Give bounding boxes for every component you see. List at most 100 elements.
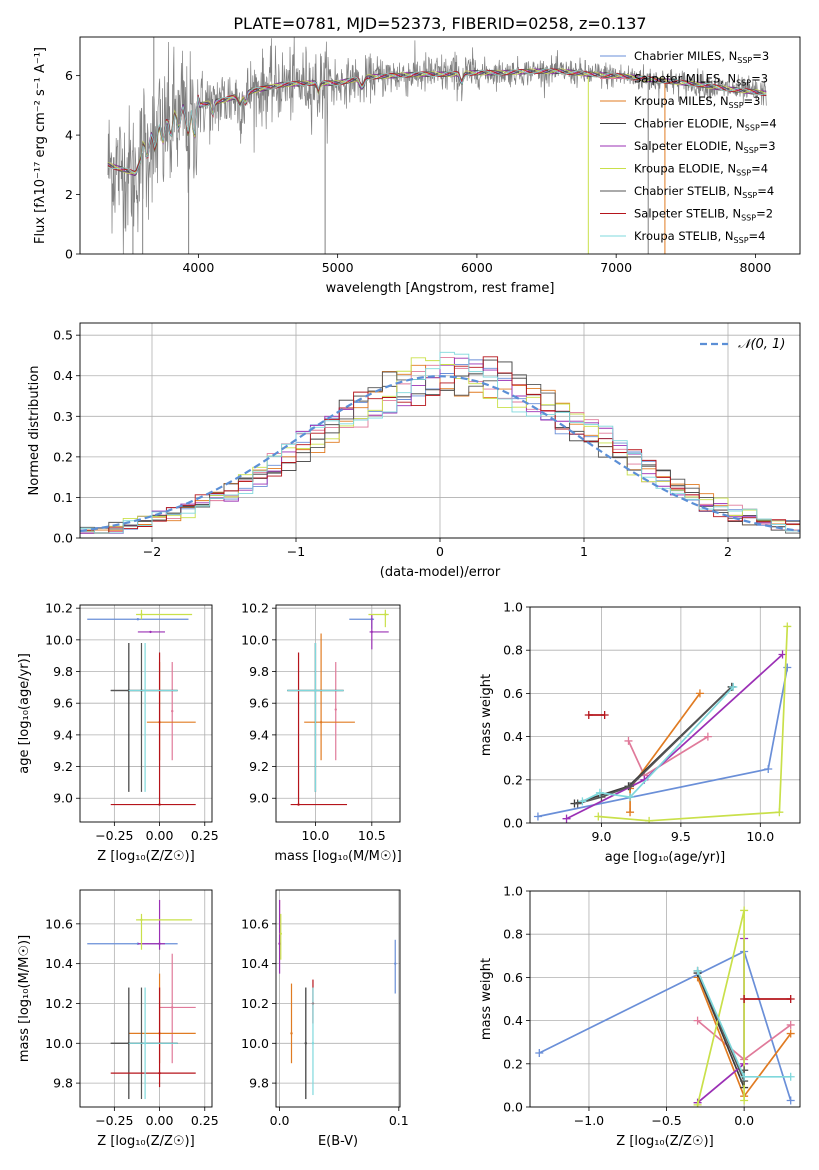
point-kroupa-elodie (140, 613, 143, 616)
x-axis-label: Z [log₁₀(Z/Z☉)] (97, 1134, 194, 1149)
legend-label-kroupa-stelib: Kroupa STELIB, NSSP=4 (634, 229, 765, 245)
marker-kroupa-elodie (740, 906, 749, 915)
marker-salpeter-stelib (740, 995, 749, 1003)
marker-kroupa-stelib (578, 797, 587, 806)
marker-kroupa-elodie (740, 1096, 749, 1105)
y-tick-label: 0.4 (503, 1013, 523, 1028)
y-tick-label: 0.5 (53, 328, 73, 343)
axes-frame (79, 36, 801, 255)
marker-kroupa-miles (626, 808, 635, 817)
y-tick-label: 1.0 (503, 600, 523, 615)
point-salpeter-elodie (370, 630, 374, 634)
x-tick-label: 8000 (740, 260, 772, 275)
x-tick-label: 1 (580, 544, 588, 559)
panel-massweight_vs_Z: −1.0 −0.5 0.0 0.0 0.2 0.4 0.6 0.8 1.0 Z [log₁₀(Z/… (479, 884, 801, 1149)
legend-label-salpeter-elodie: Salpeter ELODIE, NSSP=3 (634, 139, 776, 155)
y-axis-label: Flux [fλ10⁻¹⁷ erg cm⁻² s⁻¹ A⁻¹] (33, 47, 48, 244)
marker-kroupa-elodie (645, 816, 654, 823)
axes-frame (79, 889, 213, 1108)
plot-area (278, 899, 397, 1100)
plot-area (533, 622, 792, 823)
series-line-chabrier-stelib (577, 686, 733, 805)
y-tick-label: 9.4 (249, 727, 269, 742)
x-tick-label: 10.0 (302, 828, 330, 843)
point-chabrier-stelib (304, 1042, 308, 1045)
y-tick-label: 1.0 (503, 884, 523, 899)
point-salpeter-stelib (158, 1071, 161, 1075)
y-tick-label: 10.2 (241, 601, 269, 616)
point-salpeter-miles (171, 709, 174, 713)
marker-kroupa-stelib (740, 1072, 749, 1081)
y-tick-label: 0.4 (503, 729, 523, 744)
series-line-kroupa-elodie (598, 626, 789, 822)
y-tick-label: 0.0 (503, 816, 523, 831)
marker-chabrier-stelib (626, 782, 635, 791)
panel-spectrum: 4000 5000 6000 7000 8000 0 2 4 6 wavelength [Angs… (33, 36, 801, 296)
panel-massweight_vs_age: 9.0 9.5 10.0 0.0 0.2 0.4 0.6 0.8 1.0 age [log₁₀(a… (479, 600, 801, 865)
y-tick-label: 10.2 (45, 601, 73, 616)
marker-chabrier-miles (533, 812, 542, 821)
y-tick-label: 0.2 (503, 1056, 523, 1071)
y-tick-label: 10.4 (45, 956, 73, 971)
x-tick-label: 10.5 (358, 828, 386, 843)
normal-reference-curve (80, 375, 800, 532)
x-tick-label: 0.00 (146, 828, 174, 843)
x-tick-label: 0 (436, 544, 444, 559)
y-tick-label: 10.0 (45, 632, 73, 647)
marker-kroupa-stelib (595, 788, 604, 797)
legend-label-chabrier-elodie: Chabrier ELODIE, NSSP=4 (634, 117, 777, 133)
y-tick-label: 10.6 (45, 916, 73, 931)
x-tick-label: −2 (143, 544, 161, 559)
point-salpeter-stelib (158, 803, 161, 806)
legend-label-kroupa-elodie: Kroupa ELODIE, NSSP=4 (634, 162, 768, 178)
x-axis-label: mass [log₁₀(M/M☉)] (274, 849, 401, 864)
panel-residuals: −2 −1 0 1 2 0.0 0.1 0.2 0.3 0.4 0.5 (data-model)/er… (27, 322, 801, 580)
point-kroupa-miles (319, 721, 323, 724)
x-axis-label: age [log₁₀(age/yr)] (605, 850, 726, 865)
marker-kroupa-miles (695, 689, 704, 698)
axes-frame (79, 604, 213, 823)
point-salpeter-miles (334, 708, 337, 711)
series-line-kroupa-stelib (582, 686, 734, 803)
point-kroupa-elodie (384, 613, 387, 616)
y-tick-label: 0.6 (503, 686, 523, 701)
point-kroupa-elodie (279, 932, 282, 935)
legend-label-salpeter-miles: Salpeter MILES, NSSP=3 (634, 72, 768, 88)
series-line-chabrier-miles (538, 950, 792, 1101)
y-tick-label: 0.2 (53, 449, 73, 464)
panel-age_vs_mass: 10.0 10.5 9.0 9.2 9.4 9.6 9.8 10.0 10.2 mass [log… (241, 601, 402, 864)
y-tick-label: 10.0 (45, 1036, 73, 1051)
y-tick-label: 9.8 (249, 664, 269, 679)
x-tick-label: 0.0 (270, 1113, 290, 1128)
marker-kroupa-elodie (775, 808, 784, 817)
x-tick-label: −0.25 (95, 1113, 133, 1128)
legend-label-chabrier-stelib: Chabrier STELIB, NSSP=4 (634, 184, 774, 200)
y-tick-label: 0.6 (503, 970, 523, 985)
axes-frame (529, 890, 801, 1108)
x-tick-label: −1 (287, 544, 305, 559)
point-chabrier-miles (136, 618, 140, 621)
marker-salpeter-elodie (778, 650, 787, 659)
marker-chabrier-miles (535, 1049, 544, 1057)
histogram-kroupa-stelib (80, 351, 800, 538)
series-line-chabrier-miles (537, 667, 789, 818)
point-salpeter-miles (171, 1006, 174, 1009)
model-line-kroupa-stelib (107, 68, 767, 174)
y-tick-label: 9.2 (249, 759, 269, 774)
x-tick-label: 0.00 (146, 1113, 174, 1128)
model-line-chabrier-stelib (107, 68, 767, 173)
x-tick-label: 0.0 (734, 1113, 754, 1128)
legend-label-kroupa-miles: Kroupa MILES, NSSP=3 (634, 94, 760, 110)
y-tick-label: 9.8 (53, 1076, 73, 1091)
y-tick-label: 6 (65, 68, 73, 83)
x-tick-label: 7000 (600, 260, 632, 275)
y-tick-label: 9.8 (249, 1076, 269, 1091)
marker-kroupa-stelib (729, 682, 738, 691)
y-tick-label: 9.0 (53, 791, 73, 806)
marker-kroupa-elodie (594, 812, 603, 821)
y-tick-label: 9.2 (53, 759, 73, 774)
histogram-salpeter-stelib (80, 356, 800, 538)
plot-area (87, 899, 196, 1100)
y-tick-label: 9.6 (249, 696, 269, 711)
y-tick-label: 0.0 (503, 1100, 523, 1115)
